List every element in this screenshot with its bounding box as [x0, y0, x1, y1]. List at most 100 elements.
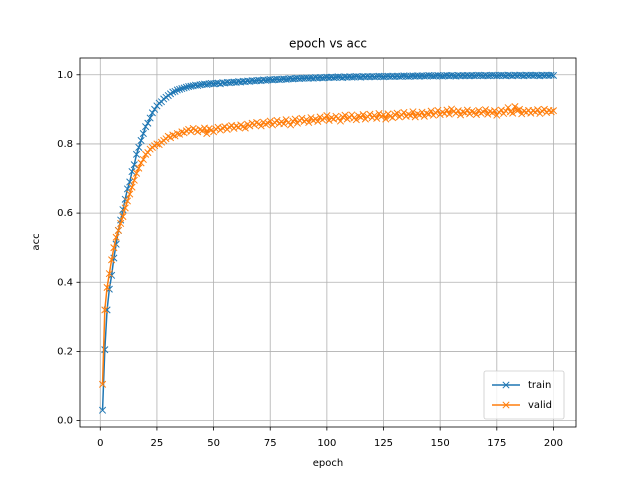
data-marker — [266, 117, 274, 125]
data-marker — [178, 85, 186, 93]
data-marker — [454, 107, 462, 115]
data-marker — [459, 108, 467, 116]
data-marker — [379, 111, 388, 119]
data-marker — [187, 82, 195, 90]
data-marker — [427, 107, 435, 115]
data-marker — [126, 190, 134, 198]
data-marker — [114, 226, 122, 234]
data-marker — [121, 204, 129, 212]
legend-marker — [502, 381, 510, 389]
data-marker — [443, 106, 451, 114]
data-marker — [262, 120, 270, 128]
data-marker — [203, 130, 211, 138]
y-tick-label: 0.6 — [57, 208, 73, 219]
data-marker — [509, 109, 517, 117]
data-marker — [98, 406, 107, 414]
data-marker — [105, 270, 113, 278]
x-tick-label: 50 — [207, 438, 220, 449]
data-marker — [472, 110, 480, 119]
data-marker — [135, 164, 143, 172]
data-marker — [504, 104, 512, 112]
data-marker — [352, 116, 360, 124]
legend-label: train — [528, 380, 551, 391]
x-tick-label: 100 — [317, 438, 336, 449]
data-marker — [132, 150, 141, 158]
data-marker — [341, 111, 349, 119]
data-marker — [445, 110, 453, 118]
data-marker — [169, 88, 177, 96]
data-marker — [382, 115, 390, 123]
data-marker — [547, 71, 555, 79]
data-marker — [366, 110, 374, 118]
data-marker — [511, 103, 519, 111]
data-marker — [540, 105, 548, 113]
data-marker — [373, 114, 381, 122]
data-marker — [549, 71, 558, 80]
data-marker — [287, 121, 295, 129]
data-marker — [413, 110, 422, 118]
data-marker — [137, 159, 145, 167]
x-tick-label: 75 — [264, 438, 277, 449]
data-marker — [117, 219, 125, 228]
data-marker — [298, 114, 306, 122]
data-marker — [497, 106, 505, 114]
y-tick-label: 0.4 — [57, 277, 73, 288]
data-marker — [173, 86, 181, 94]
data-marker — [407, 112, 415, 120]
y-axis-label: acc — [31, 233, 42, 250]
data-marker — [336, 117, 345, 125]
x-tick-label: 200 — [544, 438, 563, 449]
data-marker — [130, 176, 138, 184]
x-tick-label: 175 — [487, 438, 506, 449]
data-marker — [182, 83, 190, 91]
data-marker — [169, 131, 177, 139]
data-marker — [180, 84, 188, 92]
data-marker — [423, 109, 431, 117]
plot-frame — [79, 57, 577, 428]
legend-marker — [502, 401, 510, 409]
data-marker — [393, 109, 401, 117]
data-marker — [101, 346, 109, 354]
data-marker — [490, 107, 499, 115]
data-marker — [375, 109, 383, 118]
data-marker — [128, 183, 136, 191]
data-marker — [534, 106, 542, 114]
data-marker — [280, 120, 288, 128]
data-marker — [148, 109, 156, 117]
data-marker — [153, 140, 161, 148]
data-marker — [142, 123, 150, 131]
data-marker — [126, 178, 134, 186]
data-marker — [314, 117, 322, 126]
x-tick-label: 150 — [431, 438, 450, 449]
data-marker — [549, 107, 558, 115]
data-marker — [123, 197, 132, 205]
data-marker — [515, 105, 524, 113]
x-tick-label: 0 — [97, 438, 103, 449]
data-marker — [547, 108, 555, 116]
data-marker — [173, 130, 181, 138]
data-marker — [481, 106, 490, 114]
data-marker — [110, 244, 118, 252]
data-marker — [273, 116, 281, 124]
data-marker — [409, 108, 417, 116]
data-marker — [434, 106, 442, 114]
data-marker — [463, 106, 471, 114]
data-marker — [119, 213, 127, 221]
data-marker — [135, 143, 143, 151]
data-marker — [130, 161, 138, 169]
x-tick-label: 125 — [374, 438, 393, 449]
data-marker — [194, 81, 202, 90]
legend-label: valid — [528, 400, 552, 411]
data-marker — [241, 124, 249, 132]
data-marker — [144, 119, 152, 127]
data-marker — [112, 233, 120, 241]
data-marker — [101, 306, 109, 314]
data-marker — [132, 169, 141, 177]
data-marker — [323, 112, 331, 120]
data-marker — [425, 110, 433, 118]
data-marker — [359, 110, 367, 119]
legend-box — [483, 370, 565, 420]
chart-title: epoch vs acc — [289, 37, 367, 51]
data-marker — [128, 168, 136, 176]
